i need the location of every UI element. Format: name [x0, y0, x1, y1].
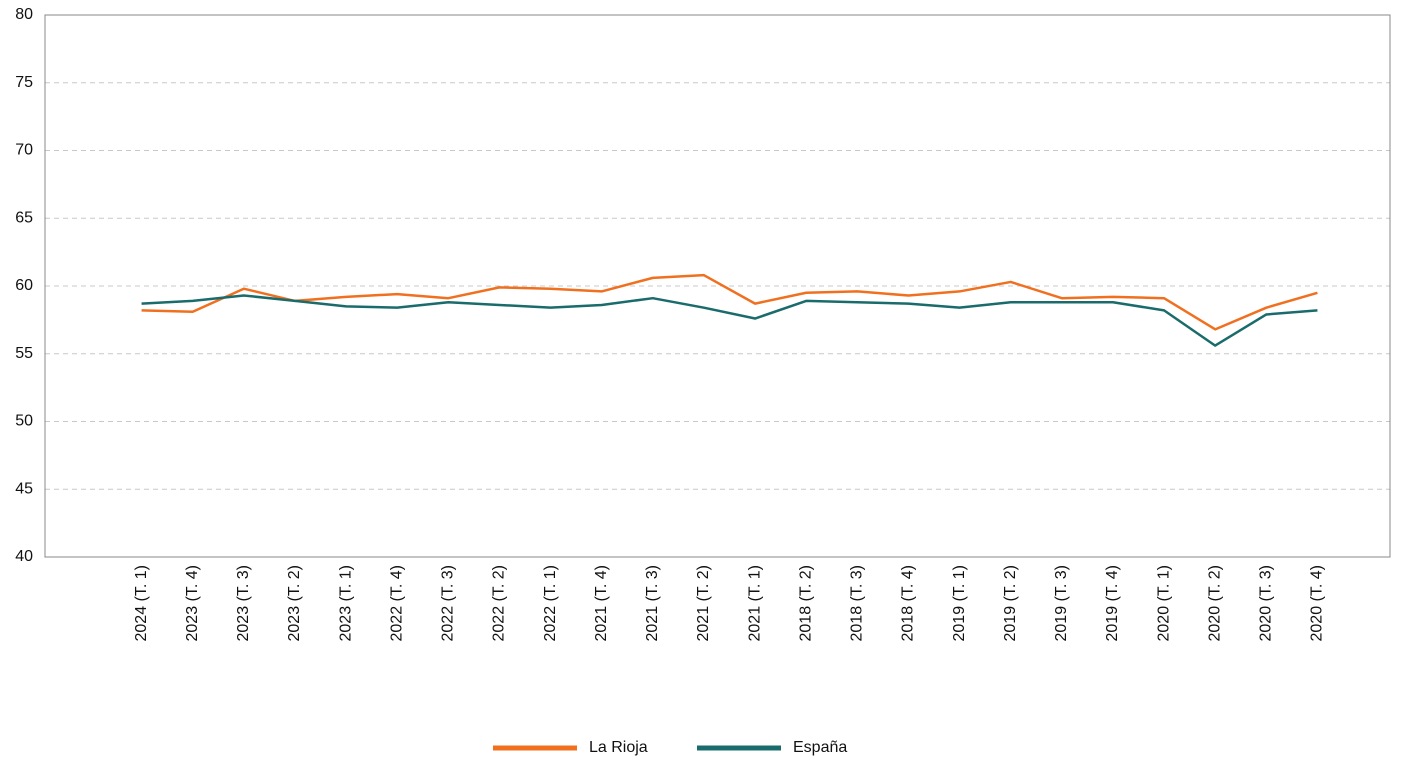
y-tick-label: 80 — [15, 6, 33, 23]
x-tick-label: 2022 (T. 3) — [440, 565, 457, 641]
x-tick-label: 2023 (T. 1) — [337, 565, 354, 641]
y-tick-label: 70 — [15, 142, 33, 159]
x-tick-label: 2020 (T. 4) — [1309, 565, 1326, 641]
y-tick-label: 40 — [15, 548, 33, 565]
x-tick-label: 2022 (T. 4) — [388, 565, 405, 641]
y-tick-label: 45 — [15, 480, 33, 497]
plot-frame — [44, 14, 1391, 558]
x-tick-label: 2023 (T. 4) — [184, 565, 201, 641]
legend-label: La Rioja — [589, 739, 648, 756]
x-tick-label: 2023 (T. 2) — [286, 565, 303, 641]
x-tick-label: 2021 (T. 3) — [644, 565, 661, 641]
x-tick-label: 2018 (T. 4) — [900, 565, 917, 641]
legend-label: España — [793, 739, 847, 756]
y-tick-label: 75 — [15, 74, 33, 91]
y-tick-label: 55 — [15, 345, 33, 362]
series-line — [141, 273, 1318, 331]
x-tick-label: 2023 (T. 3) — [235, 565, 252, 641]
x-tick-label: 2019 (T. 3) — [1053, 565, 1070, 641]
x-tick-label: 2022 (T. 2) — [491, 565, 508, 641]
x-tick-label: 2022 (T. 1) — [542, 565, 559, 641]
series-line — [141, 294, 1318, 347]
x-tick-label: 2019 (T. 2) — [1002, 565, 1019, 641]
x-tick-label: 2020 (T. 1) — [1155, 565, 1172, 641]
x-tick-label: 2024 (T. 1) — [133, 565, 150, 641]
x-tick-label: 2021 (T. 2) — [695, 565, 712, 641]
x-tick-label: 2018 (T. 2) — [797, 565, 814, 641]
x-tick-label: 2021 (T. 1) — [746, 565, 763, 641]
y-tick-label: 50 — [15, 413, 33, 430]
y-tick-label: 65 — [15, 209, 33, 226]
x-tick-label: 2020 (T. 2) — [1206, 565, 1223, 641]
x-tick-label: 2019 (T. 1) — [951, 565, 968, 641]
y-tick-label: 60 — [15, 277, 33, 294]
x-tick-label: 2019 (T. 4) — [1104, 565, 1121, 641]
x-tick-label: 2018 (T. 3) — [849, 565, 866, 641]
x-tick-label: 2020 (T. 3) — [1258, 565, 1275, 641]
x-tick-label: 2021 (T. 4) — [593, 565, 610, 641]
